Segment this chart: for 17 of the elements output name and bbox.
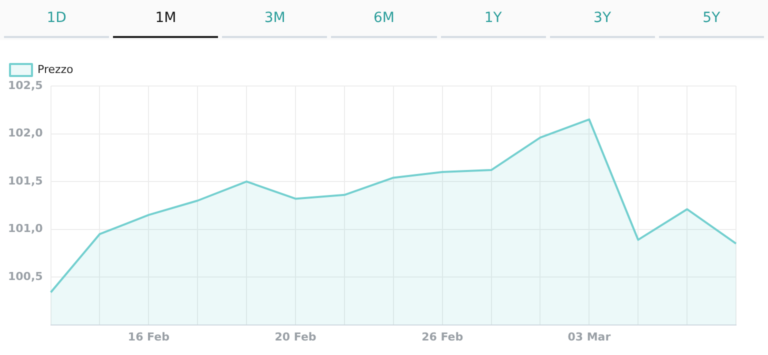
x-tick-label: 03 Mar (568, 330, 612, 344)
text: 1M (113, 0, 218, 38)
text: 1Y (440, 0, 546, 38)
x-tick-label: 16 Feb (128, 330, 170, 344)
text: 1D (4, 0, 110, 38)
y-tick-label: 101,5 (8, 174, 43, 188)
text: 5Y (658, 0, 764, 38)
y-tick-label: 101,0 (8, 222, 44, 236)
text: 3M (222, 0, 328, 38)
y-tick-label: 102,0 (8, 126, 44, 140)
y-tick-label: 100,5 (8, 270, 43, 283)
x-tick-label: 26 Feb (422, 330, 464, 344)
legend-label: Prezzo (38, 62, 74, 76)
text: 6M (331, 0, 437, 38)
x-tick-label: 20 Feb (274, 330, 316, 344)
y-tick-label: 102,5 (8, 78, 43, 92)
text: 3Y (550, 0, 655, 38)
